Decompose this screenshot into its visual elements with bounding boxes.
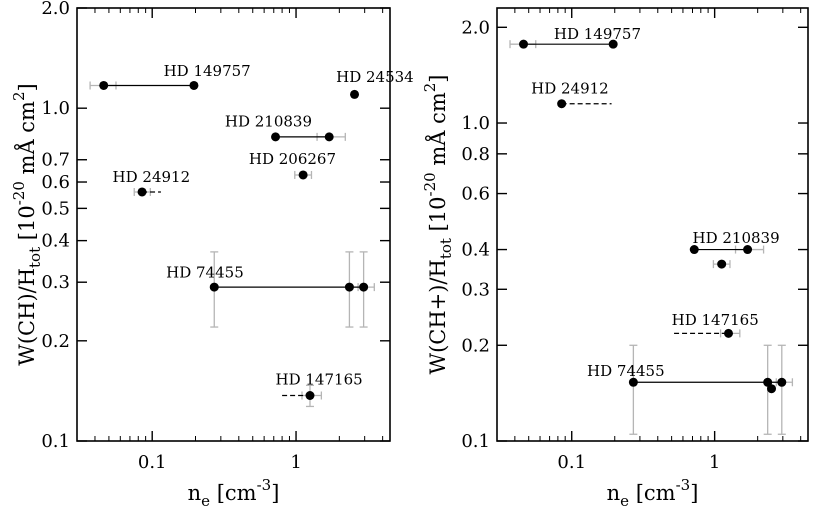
star-label: HD 74455 [587,362,665,380]
y-tick-label: 0.6 [461,184,490,205]
data-point [137,187,147,197]
star-label: HD 210839 [693,229,780,247]
star-label: HD 24912 [531,79,609,97]
data-point [628,377,638,387]
y-tick-label: 2.0 [461,17,490,38]
data-point [209,282,219,292]
data-point [763,377,773,387]
data-point [305,390,315,400]
y-tick-label: 1.0 [41,98,70,119]
star-label: HD 24912 [113,168,191,186]
data-point [519,39,529,49]
data-point [717,259,727,269]
y-tick-label: 2.0 [41,0,70,19]
right-panel-ch-plus: 0.1 1 0.1 0.2 0.3 0.4 0.6 0.8 1.0 2.0 HD 149757 HD … [421,7,809,510]
y-tick-label: 0.5 [41,198,70,219]
x-tick-label: 1 [290,452,301,473]
data-point [99,80,109,90]
y-tick-label: 0.3 [461,279,490,300]
star-label: HD 147165 [672,311,759,329]
star-label: HD 147165 [276,370,363,388]
data-point [324,132,334,142]
data-point [557,99,567,109]
data-point [350,89,360,99]
data-point [723,328,733,338]
data-point [189,80,199,90]
x-axis-title: ne [cm-3] [188,476,280,510]
y-tick-label: 0.1 [41,431,70,452]
data-point [359,282,369,292]
y-tick-label: 0.3 [41,272,70,293]
star-label: HD 149757 [164,62,251,80]
y-tick-label: 0.8 [461,144,490,165]
x-tick-label: 0.1 [557,452,586,473]
y-axis-title: W(CH+)/Htot [10-20 mÅ cm2] [421,74,455,374]
star-label: HD 149757 [554,25,641,43]
left-panel-ch: 0.1 1 0.1 0.2 0.3 0.4 0.5 0.60.7 1.0 2.0 HD 149757… [10,0,414,510]
data-point [777,377,787,387]
star-label: HD 74455 [166,263,244,281]
y-tick-label: 1.0 [461,113,490,134]
data-point [344,282,354,292]
y-tick-label: 0.6 [41,172,70,193]
star-label: HD 210839 [225,113,312,131]
x-axis-title: ne [cm-3] [607,476,699,510]
data-point [298,170,308,180]
y-tick-label: 0.4 [41,231,70,252]
data-point [743,245,753,255]
y-tick-label: 0.4 [461,240,490,261]
x-tick-label: 0.1 [138,452,167,473]
plot-frame [496,7,809,442]
data-point [689,245,699,255]
star-label: HD 206267 [249,150,336,168]
data-point [271,132,281,142]
y-tick-label: 0.2 [41,331,70,352]
data-point [767,384,777,394]
y-tick-label: 0.2 [461,335,490,356]
plot-frame [76,7,391,442]
y-tick-label: 0.1 [461,431,490,452]
x-tick-label: 1 [709,452,720,473]
data-point [608,39,618,49]
star-label: HD 24534 [336,68,414,86]
y-tick-label: 0.7 [41,150,70,171]
y-axis-title: W(CH)/Htot [10-20 mÅ cm2] [10,83,44,365]
